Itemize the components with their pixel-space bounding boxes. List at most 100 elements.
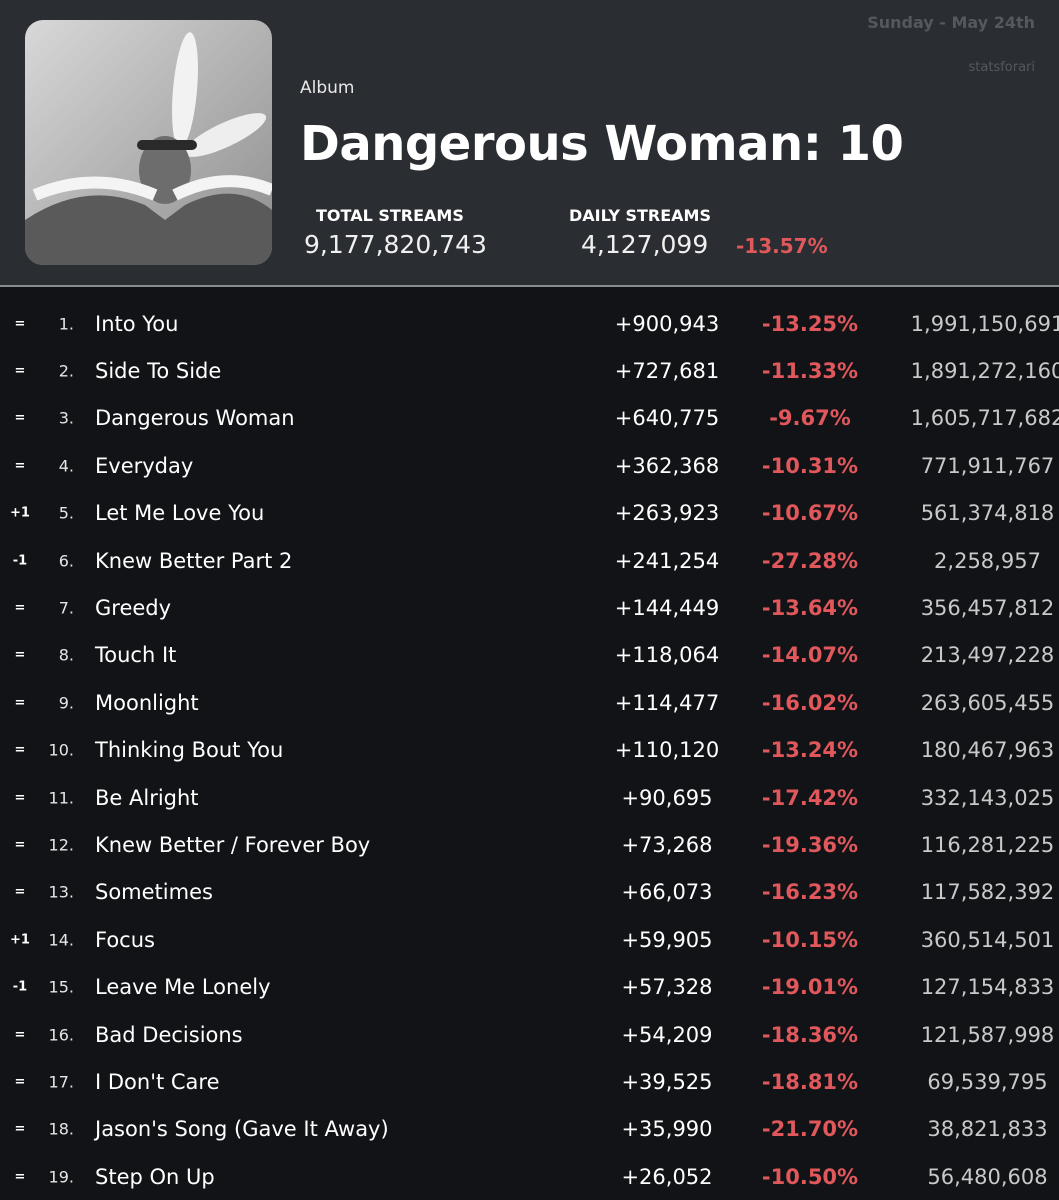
- track-title: Focus: [95, 927, 155, 952]
- header: Sunday - May 24th statsforari Album Dang…: [0, 0, 1059, 287]
- track-row: = 16. Bad Decisions +54,209 -18.36% 121,587,9…: [0, 1011, 1059, 1058]
- rank: 2.: [58, 361, 74, 381]
- total-streams: 213,497,228: [920, 643, 1055, 668]
- daily-change: -18.36%: [761, 1022, 859, 1047]
- track-row: = 13. Sometimes +66,073 -16.23% 117,582,392: [0, 869, 1059, 916]
- daily-streams: +90,695: [621, 785, 713, 810]
- total-streams: 121,587,998: [920, 1022, 1055, 1047]
- daily-change: -10.31%: [761, 453, 859, 478]
- track-row: = 10. Thinking Bout You +110,120 -13.24% 180,…: [0, 727, 1059, 774]
- total-value: 9,177,820,743: [304, 230, 487, 259]
- daily-change: -10.67%: [761, 501, 859, 526]
- track-row: = 8. Touch It +118,064 -14.07% 213,497,228: [0, 632, 1059, 679]
- total-streams: 1,991,150,691: [910, 311, 1059, 336]
- track-title: Into You: [95, 311, 179, 336]
- total-streams: 332,143,025: [920, 785, 1055, 810]
- track-title: Bad Decisions: [95, 1022, 243, 1047]
- rank: 12.: [48, 835, 74, 855]
- track-title: Touch It: [95, 643, 177, 668]
- daily-change: -19.36%: [761, 832, 859, 857]
- daily-change: -17.42%: [761, 785, 859, 810]
- daily-change: -13.64%: [761, 595, 859, 620]
- daily-streams: +66,073: [621, 880, 713, 905]
- total-streams: 1,891,272,160: [910, 358, 1059, 383]
- track-row: -1 15. Leave Me Lonely +57,328 -19.01% 127,15…: [0, 964, 1059, 1011]
- daily-streams: +59,905: [621, 927, 713, 952]
- rank: 10.: [48, 740, 74, 760]
- move: =: [14, 742, 26, 758]
- track-title: Sometimes: [95, 880, 213, 905]
- move: =: [14, 837, 26, 853]
- daily-streams: +640,775: [614, 406, 720, 431]
- daily-streams: +39,525: [621, 1069, 713, 1094]
- track-row: = 12. Knew Better / Forever Boy +73,268 -19.…: [0, 821, 1059, 868]
- track-title: Dangerous Woman: [95, 406, 295, 431]
- track-title: Jason's Song (Gave It Away): [95, 1117, 389, 1142]
- track-row: +1 5. Let Me Love You +263,923 -10.67% 561,37…: [0, 490, 1059, 537]
- album-label: Album: [300, 78, 355, 98]
- track-title: I Don't Care: [95, 1069, 220, 1094]
- handle: statsforari: [968, 60, 1035, 75]
- daily-streams: +54,209: [621, 1022, 713, 1047]
- rank: 9.: [58, 693, 74, 713]
- daily-change: -16.23%: [761, 880, 859, 905]
- daily-label: DAILY STREAMS: [569, 206, 711, 225]
- move: +1: [10, 505, 30, 521]
- rank: 18.: [48, 1119, 74, 1139]
- daily-change: -11.33%: [761, 358, 859, 383]
- rank: 8.: [58, 645, 74, 665]
- rank: 4.: [58, 456, 74, 476]
- move: =: [14, 600, 26, 616]
- total-streams: 263,605,455: [920, 690, 1055, 715]
- track-title: Thinking Bout You: [95, 738, 284, 763]
- track-row: = 3. Dangerous Woman +640,775 -9.67% 1,605,71…: [0, 395, 1059, 442]
- move: =: [14, 647, 26, 663]
- total-streams: 127,154,833: [920, 975, 1055, 1000]
- track-title: Leave Me Lonely: [95, 975, 271, 1000]
- move: =: [14, 316, 26, 331]
- move: =: [14, 1027, 26, 1042]
- album-title: Dangerous Woman: 10: [300, 116, 904, 172]
- track-title: Knew Better / Forever Boy: [95, 832, 371, 857]
- total-streams: 69,539,795: [927, 1069, 1048, 1094]
- rank: 17.: [48, 1072, 74, 1092]
- move: -1: [12, 979, 28, 995]
- daily-streams: +114,477: [614, 690, 720, 715]
- track-row: -1 6. Knew Better Part 2 +241,254 -27.28% 2,2…: [0, 537, 1059, 584]
- total-streams: 360,514,501: [920, 927, 1055, 952]
- daily-change: -18.81%: [761, 1069, 859, 1094]
- track-row: = 11. Be Alright +90,695 -17.42% 332,143,025: [0, 774, 1059, 821]
- move: =: [14, 1074, 26, 1090]
- daily-change: -21.70%: [761, 1117, 859, 1142]
- rank: 13.: [48, 882, 74, 902]
- track-row: = 17. I Don't Care +39,525 -18.81% 69,539,795: [0, 1058, 1059, 1105]
- track-row: = 18. Jason's Song (Gave It Away) +35,990 -2…: [0, 1106, 1059, 1153]
- track-row: = 4. Everyday +362,368 -10.31% 771,911,767: [0, 442, 1059, 489]
- date: Sunday - May 24th: [867, 13, 1035, 32]
- move: =: [14, 1169, 26, 1185]
- daily-streams: +118,064: [614, 643, 720, 668]
- daily-streams: +144,449: [614, 595, 720, 620]
- rank: 11.: [48, 788, 74, 807]
- rank: 14.: [48, 930, 74, 950]
- total-streams: 117,582,392: [920, 880, 1055, 905]
- daily-change: -9.67%: [769, 406, 851, 431]
- track-title: Step On Up: [95, 1164, 215, 1189]
- track-title: Greedy: [95, 595, 172, 620]
- move: =: [14, 410, 26, 426]
- move: -1: [12, 553, 28, 568]
- track-title: Knew Better Part 2: [95, 548, 293, 573]
- track-title: Be Alright: [95, 785, 199, 810]
- total-streams: 771,911,767: [920, 453, 1055, 478]
- total-streams: 180,467,963: [920, 738, 1055, 763]
- daily-streams: +57,328: [621, 975, 713, 1000]
- rank: 6.: [58, 551, 74, 570]
- total-streams: 56,480,608: [927, 1164, 1048, 1189]
- track-title: Everyday: [95, 453, 194, 478]
- track-row: +1 14. Focus +59,905 -10.15% 360,514,501: [0, 916, 1059, 963]
- track-title: Let Me Love You: [95, 501, 265, 526]
- daily-change: -10.15%: [761, 927, 859, 952]
- daily-change: -16.02%: [761, 690, 859, 715]
